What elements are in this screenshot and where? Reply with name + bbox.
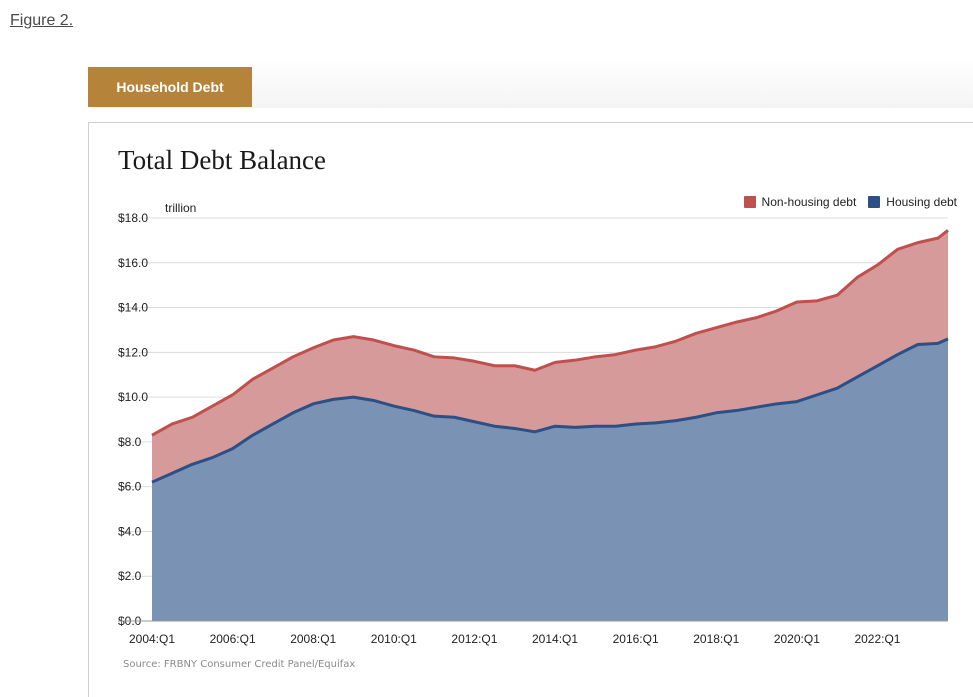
y-tick-label-7: $14.0	[118, 301, 148, 315]
x-tick-label-4: 2012:Q1	[451, 632, 497, 646]
y-tick-label-9: $18.0	[118, 211, 148, 225]
y-tick-label-2: $4.0	[118, 524, 142, 538]
legend-item-non-housing: Non-housing debt	[743, 195, 857, 209]
x-tick-label-3: 2010:Q1	[371, 632, 417, 646]
unit-label: trillion	[165, 201, 197, 215]
chart-title: Total Debt Balance	[118, 145, 327, 175]
legend-swatch-housing	[868, 196, 881, 208]
x-tick-label-5: 2014:Q1	[532, 632, 578, 646]
legend-label-non-housing: Non-housing debt	[761, 195, 857, 209]
chart-legend: Non-housing debt Housing debt	[743, 195, 957, 209]
x-tick-label-7: 2018:Q1	[693, 632, 739, 646]
y-tick-label-8: $16.0	[118, 256, 148, 270]
household-debt-tab[interactable]: Household Debt	[88, 67, 252, 107]
x-tick-label-8: 2020:Q1	[774, 632, 820, 646]
legend-item-housing: Housing debt	[868, 195, 957, 209]
x-tick-label-9: 2022:Q1	[854, 632, 900, 646]
y-tick-label-6: $12.0	[118, 345, 148, 359]
legend-label-housing: Housing debt	[886, 195, 957, 209]
x-tick-label-0: 2004:Q1	[129, 632, 175, 646]
y-tick-label-1: $2.0	[118, 569, 142, 583]
x-tick-label-1: 2006:Q1	[210, 632, 256, 646]
line-non-housing-debt	[151, 229, 949, 437]
y-tick-label-5: $10.0	[118, 390, 148, 404]
source-note: Source: FRBNY Consumer Credit Panel/Equi…	[123, 659, 356, 670]
y-tick-label-3: $6.0	[118, 480, 142, 494]
x-tick-label-2: 2008:Q1	[290, 632, 336, 646]
figure-link[interactable]: Figure 2.	[10, 12, 74, 29]
y-tick-label-4: $8.0	[118, 435, 142, 449]
line-housing-debt	[151, 337, 949, 484]
x-tick-label-6: 2016:Q1	[613, 632, 659, 646]
legend-swatch-non-housing	[743, 196, 756, 208]
